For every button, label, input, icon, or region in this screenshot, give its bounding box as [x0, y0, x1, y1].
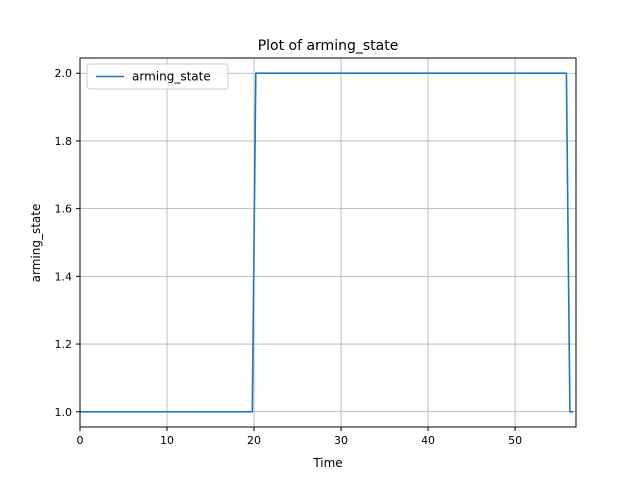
series-layer [80, 72, 574, 413]
y-tick-label: 1.4 [55, 270, 73, 283]
legend: arming_state [86, 63, 229, 90]
x-tick-label: 40 [421, 434, 435, 447]
x-tick-label: 30 [334, 434, 348, 447]
x-tick-label: 0 [77, 434, 84, 447]
y-tick-label: 1.2 [55, 338, 73, 351]
y-axis-label: arming_state [29, 204, 43, 283]
x-tick-label: 50 [508, 434, 522, 447]
chart-title: Plot of arming_state [258, 38, 399, 54]
series-line [80, 72, 574, 413]
ticks: 0 10 20 30 40 50 1.0 1.2 1.4 1.6 1.8 2.0 [55, 67, 523, 447]
y-tick-label: 1.8 [55, 135, 73, 148]
x-tick-label: 10 [160, 434, 174, 447]
y-tick-label: 1.0 [55, 406, 73, 419]
legend-label: arming_state [132, 70, 211, 84]
x-axis-label: Time [312, 456, 342, 470]
y-tick-label: 1.6 [55, 203, 73, 216]
y-tick-label: 2.0 [55, 67, 73, 80]
x-tick-label: 20 [247, 434, 261, 447]
legend-box [86, 63, 229, 90]
plot-frame [79, 57, 577, 428]
